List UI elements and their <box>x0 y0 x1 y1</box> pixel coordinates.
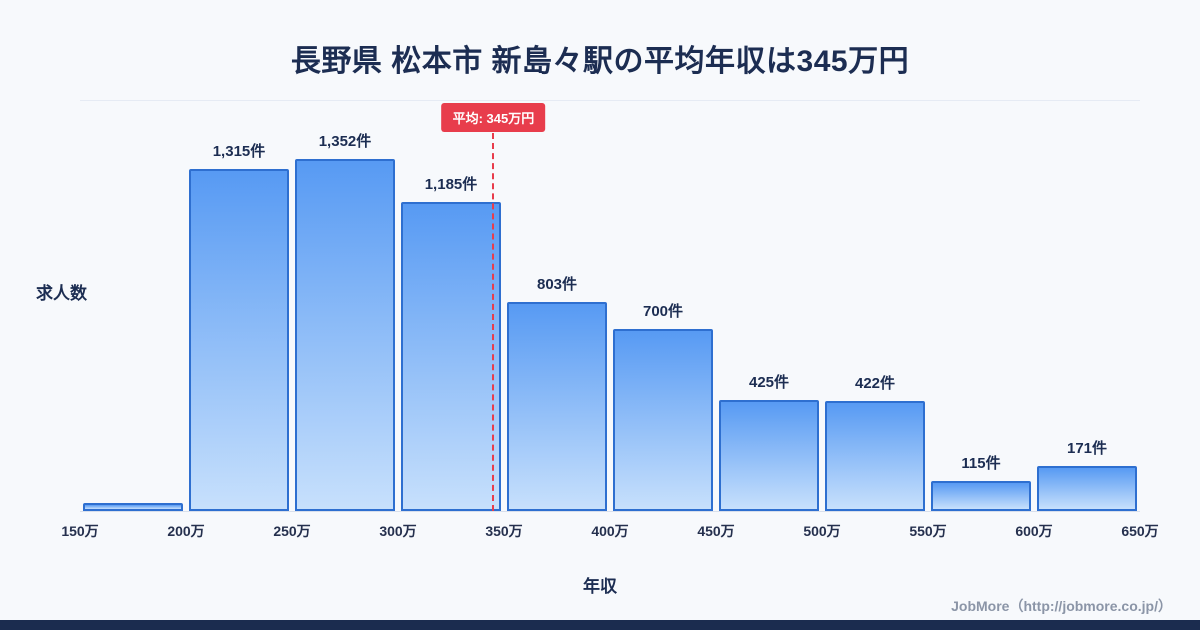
x-tick-label: 650万 <box>1121 523 1159 539</box>
bar-value-label: 425件 <box>748 374 790 391</box>
x-tick-label: 450万 <box>697 523 735 539</box>
histogram-bar <box>83 503 183 511</box>
average-line <box>492 133 495 511</box>
x-tick-label: 350万 <box>485 523 523 539</box>
bar-value-label: 700件 <box>642 303 684 320</box>
histogram-bar <box>189 169 289 511</box>
x-tick-label: 400万 <box>591 523 629 539</box>
x-tick-label: 500万 <box>803 523 841 539</box>
bar-value-label: 1,352件 <box>318 133 372 150</box>
histogram-bar <box>1037 466 1137 511</box>
bar-value-label: 171件 <box>1066 440 1108 457</box>
y-axis-label: 求人数 <box>36 284 87 303</box>
brand-credit: JobMore（http://jobmore.co.jp/） <box>951 598 1172 614</box>
histogram-bar <box>931 481 1031 511</box>
x-tick-label: 150万 <box>61 523 99 539</box>
histogram-bar <box>401 202 501 511</box>
x-axis-ticks: 150万 200万 250万 300万 350万 400万 450万 500万 550万 600万… <box>61 521 1158 541</box>
x-tick-label: 300万 <box>379 523 417 539</box>
histogram-bar <box>719 400 819 511</box>
x-tick-label: 250万 <box>273 523 311 539</box>
average-badge: 平均: 345万円 <box>441 103 546 132</box>
bottom-accent-bar <box>0 620 1200 630</box>
x-axis-label: 年収 <box>583 577 617 596</box>
bar-value-label: 1,185件 <box>424 176 478 193</box>
histogram-bar <box>507 302 607 511</box>
bar-value-label: 422件 <box>854 375 896 392</box>
plot-area: 平均: 345万円 1,315件 1,352件 1,185件 803件 700件 425件… <box>80 100 1140 512</box>
chart-title: 長野県 松本市 新島々駅の平均年収は345万円 <box>290 45 910 78</box>
bar-value-label: 115件 <box>961 455 1001 472</box>
bar-value-label: 1,315件 <box>212 143 266 160</box>
x-tick-label: 600万 <box>1015 523 1053 539</box>
bar-value-label: 803件 <box>536 276 578 293</box>
histogram-bar <box>295 159 395 511</box>
histogram-bar <box>613 329 713 511</box>
histogram-bar <box>825 401 925 511</box>
x-tick-label: 550万 <box>909 523 947 539</box>
x-tick-label: 200万 <box>167 523 205 539</box>
